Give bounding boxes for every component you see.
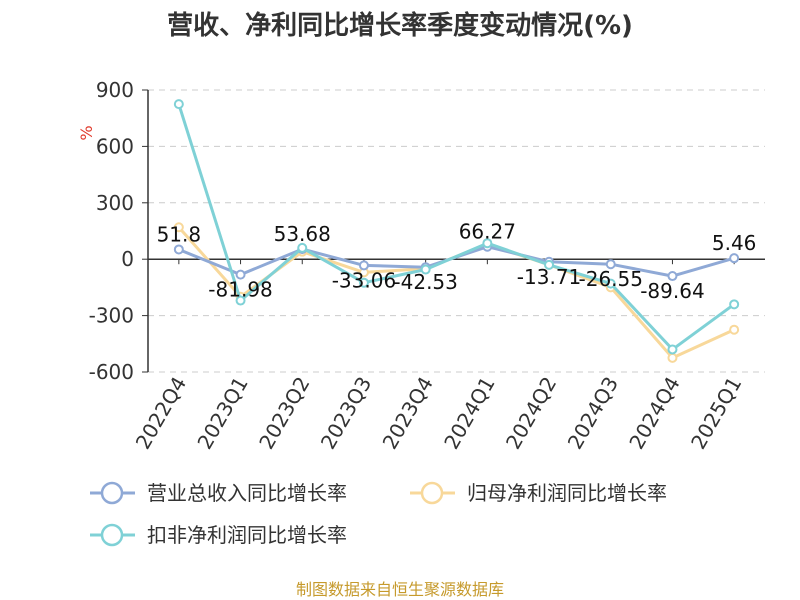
data-point: [173, 99, 184, 110]
data-label: 51.8: [157, 222, 202, 246]
data-point: [173, 244, 184, 255]
data-point: [667, 344, 678, 355]
data-label: -13.71: [517, 265, 581, 289]
legend-label: 归母净利润同比增长率: [467, 481, 667, 505]
x-tick-label: 2023Q2: [254, 373, 314, 454]
data-point: [297, 242, 308, 253]
y-tick-label: -600: [89, 360, 134, 384]
data-point: [729, 253, 740, 264]
data-point: [482, 238, 493, 249]
data-label: -26.55: [579, 267, 643, 291]
series-line: [177, 103, 735, 351]
data-point: [358, 277, 369, 288]
data-label: -33.06: [332, 268, 396, 292]
y-tick-label: 900: [96, 78, 134, 102]
data-label: 53.68: [274, 222, 331, 246]
data-labels: 51.8 -81.98 53.68-33.06-42.53 66.27-13.71-2…: [157, 220, 757, 303]
data-point: [420, 264, 431, 275]
x-tick-label: 2024Q3: [563, 373, 623, 454]
legend-swatch-marker: [100, 523, 124, 547]
data-point: [235, 269, 246, 280]
y-tick-label: 600: [96, 134, 134, 158]
legend-swatch-marker: [420, 481, 444, 505]
source-note: 制图数据来自恒生聚源数据库: [296, 580, 504, 599]
data-label: 5.46: [712, 231, 757, 255]
data-point: [667, 271, 678, 282]
x-tick-label: 2025Q1: [686, 373, 746, 454]
data-label: 66.27: [459, 220, 516, 244]
data-point: [605, 278, 616, 289]
series-group: [173, 99, 740, 363]
data-point: [235, 295, 246, 306]
data-label: -42.53: [393, 270, 457, 294]
y-tick-label: 0: [121, 247, 134, 271]
x-tick-label: 2023Q4: [378, 373, 438, 454]
x-tick-label: 2024Q4: [624, 373, 684, 454]
data-point: [729, 299, 740, 310]
data-point: [358, 260, 369, 271]
x-tick-label: 2024Q2: [501, 373, 561, 454]
chart-title: 营收、净利同比增长率季度变动情况(%): [167, 10, 633, 41]
legend-label: 扣非净利润同比增长率: [147, 523, 347, 547]
data-label: -81.98: [208, 278, 272, 302]
grid-lines: [148, 89, 765, 373]
y-unit-label: %: [77, 125, 96, 140]
data-point: [729, 324, 740, 335]
y-tick-label: -300: [89, 304, 134, 328]
y-tick-label: 300: [96, 191, 134, 215]
x-tick-label: 2023Q3: [316, 373, 376, 454]
legend-swatch-marker: [100, 481, 124, 505]
y-axis: 900 600 300 0 -300 -600: [89, 78, 149, 384]
data-label: -89.64: [640, 279, 704, 303]
data-point: [173, 222, 184, 233]
x-tick-label: 2022Q4: [131, 373, 191, 454]
x-tick-label: 2023Q1: [192, 373, 252, 454]
data-point: [667, 352, 678, 363]
data-point: [605, 259, 616, 270]
data-point: [544, 259, 555, 270]
legend-label: 营业总收入同比增长率: [147, 481, 347, 505]
x-tick-label: 2024Q1: [439, 373, 499, 454]
